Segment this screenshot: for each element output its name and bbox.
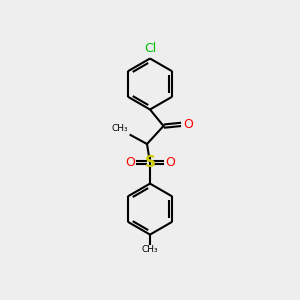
- Text: CH₃: CH₃: [112, 124, 128, 134]
- Text: O: O: [125, 156, 135, 169]
- Text: CH₃: CH₃: [142, 245, 158, 254]
- Text: S: S: [145, 155, 155, 170]
- Text: O: O: [165, 156, 175, 169]
- Text: Cl: Cl: [144, 42, 156, 55]
- Text: O: O: [183, 118, 193, 131]
